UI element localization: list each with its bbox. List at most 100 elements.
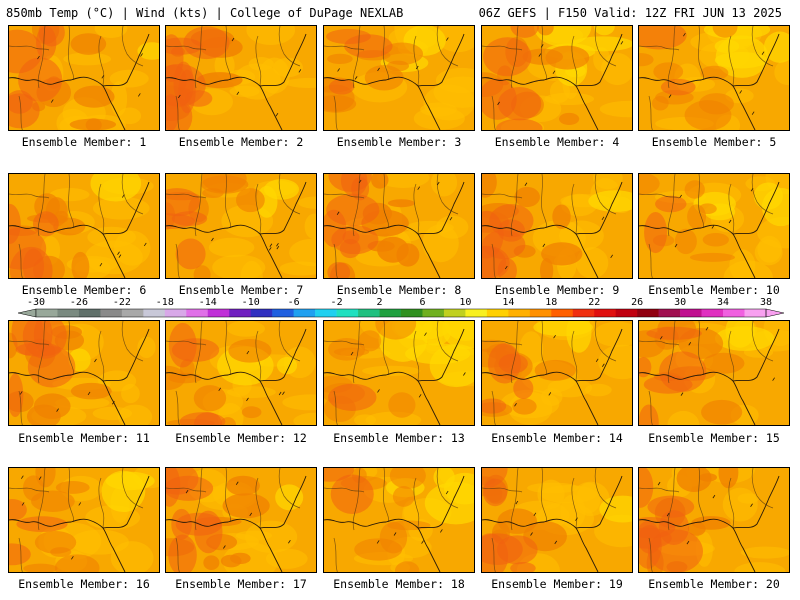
colorbar-swatch (78, 309, 101, 317)
colorbar-tick-label: -30 (26, 297, 46, 308)
colorbar-swatch (529, 309, 552, 317)
colorbar-tick-label: -10 (241, 297, 260, 308)
ensemble-member-map (8, 25, 160, 131)
colorbar-tick-label: -6 (287, 297, 300, 308)
colorbar-swatch (250, 309, 273, 317)
colorbar-swatch (207, 309, 230, 317)
temperature-field (482, 468, 632, 572)
temperature-field (9, 26, 159, 130)
ensemble-member-label: Ensemble Member: 11 (18, 431, 150, 445)
ensemble-member-label: Ensemble Member: 15 (648, 431, 780, 445)
ensemble-member-map (638, 320, 790, 426)
ensemble-member-label: Ensemble Member: 8 (336, 283, 462, 297)
ensemble-member-map (481, 173, 633, 279)
ensemble-member-map (165, 320, 317, 426)
colorbar-swatch (443, 309, 466, 317)
ensemble-member-label: Ensemble Member: 16 (18, 577, 150, 591)
ensemble-member-label: Ensemble Member: 9 (494, 283, 620, 297)
colorbar-swatch (143, 309, 166, 317)
colorbar-swatch (615, 309, 638, 317)
ensemble-member-map (323, 467, 475, 573)
ensemble-member-label: Ensemble Member: 2 (178, 135, 304, 149)
ensemble-member-label: Ensemble Member: 14 (491, 431, 623, 445)
ensemble-member-map (165, 25, 317, 131)
temperature-field (9, 174, 159, 278)
colorbar-swatch (336, 309, 359, 317)
ensemble-member-map (638, 173, 790, 279)
colorbar-swatch (293, 309, 316, 317)
colorbar-swatch (508, 309, 531, 317)
colorbar-tick-label: 2 (376, 297, 383, 308)
ensemble-member-map (8, 173, 160, 279)
header-title-right: 06Z GEFS | F150 Valid: 12Z FRI JUN 13 20… (478, 6, 782, 20)
ensemble-member-label: Ensemble Member: 19 (491, 577, 623, 591)
ensemble-member-map (481, 467, 633, 573)
temperature-field (9, 321, 159, 425)
colorbar-tick-label: 30 (674, 297, 687, 308)
ensemble-member-label: Ensemble Member: 10 (648, 283, 780, 297)
temperature-field (324, 174, 474, 278)
colorbar-tick-label: 18 (545, 297, 558, 308)
temperature-field (324, 321, 474, 425)
ensemble-member-label: Ensemble Member: 1 (21, 135, 147, 149)
colorbar-tick-label: 22 (588, 297, 601, 308)
ensemble-member-label: Ensemble Member: 17 (175, 577, 307, 591)
temperature-field (166, 321, 316, 425)
colorbar-swatch (121, 309, 144, 317)
ensemble-member-label: Ensemble Member: 3 (336, 135, 462, 149)
ensemble-member-map (323, 25, 475, 131)
colorbar-tick-label: -22 (112, 297, 131, 308)
colorbar-swatch (680, 309, 702, 317)
colorbar-tick-label: 26 (631, 297, 644, 308)
ensemble-member-map (481, 320, 633, 426)
colorbar-swatch (164, 309, 187, 317)
colorbar-swatch (36, 309, 58, 317)
colorbar-swatch (315, 309, 337, 317)
colorbar-swatch (422, 309, 445, 317)
colorbar-swatch (379, 309, 402, 317)
temperature-field (324, 26, 474, 130)
colorbar-tick-label: 38 (759, 297, 773, 308)
ensemble-member-map (638, 25, 790, 131)
colorbar-tick-label: 6 (419, 297, 426, 308)
ensemble-member-label: Ensemble Member: 5 (651, 135, 777, 149)
colorbar-swatch (658, 309, 681, 317)
colorbar-tick-label: -2 (330, 297, 343, 308)
temperature-field (482, 174, 632, 278)
temperature-field (9, 468, 159, 572)
colorbar-swatch (723, 309, 745, 317)
colorbar-swatch (465, 309, 488, 317)
ensemble-member-label: Ensemble Member: 13 (333, 431, 465, 445)
colorbar-swatch (486, 309, 509, 317)
ensemble-member-label: Ensemble Member: 20 (648, 577, 780, 591)
ensemble-member-map (165, 173, 317, 279)
colorbar-tick-label: 34 (717, 297, 730, 308)
ensemble-member-map (638, 467, 790, 573)
ensemble-member-label: Ensemble Member: 4 (494, 135, 620, 149)
colorbar-swatch (186, 309, 209, 317)
ensemble-member-label: Ensemble Member: 18 (333, 577, 465, 591)
colorbar-swatch (272, 309, 294, 317)
colorbar-swatch (551, 309, 574, 317)
temperature-field (639, 468, 789, 572)
colorbar-right-arrow (765, 308, 785, 318)
temperature-field (482, 321, 632, 425)
header-title-left: 850mb Temp (°C) | Wind (kts) | College o… (6, 6, 404, 20)
colorbar-swatch (57, 309, 80, 317)
temperature-field (166, 174, 316, 278)
colorbar-tick-label: -26 (69, 297, 88, 308)
temperature-field (324, 468, 474, 572)
temperature-field (639, 174, 789, 278)
ensemble-member-map (323, 320, 475, 426)
temperature-field (482, 26, 632, 130)
colorbar-tick-label: 10 (459, 297, 472, 308)
ensemble-member-label: Ensemble Member: 7 (178, 283, 304, 297)
temperature-field (166, 26, 316, 130)
ensemble-member-map (481, 25, 633, 131)
temperature-field (639, 26, 789, 130)
temperature-field (639, 321, 789, 425)
colorbar-swatch (100, 309, 123, 317)
colorbar-swatch (358, 309, 380, 317)
colorbar-swatch (572, 309, 595, 317)
colorbar-swatch (744, 309, 767, 317)
